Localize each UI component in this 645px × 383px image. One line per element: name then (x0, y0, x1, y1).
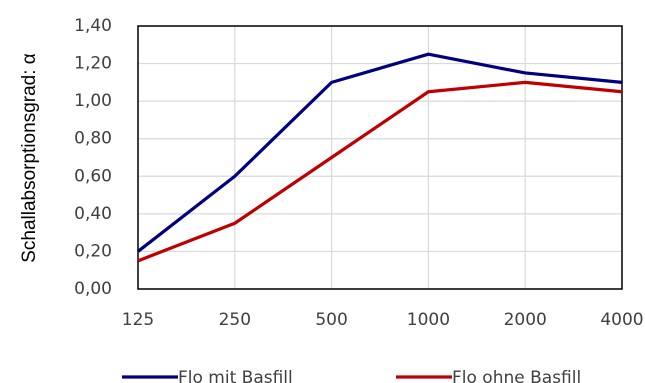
x-tick-label: 2000 (504, 310, 547, 330)
y-tick-label: 1,40 (74, 16, 112, 36)
y-tick-label: 0,80 (74, 129, 112, 149)
series-lines (137, 52, 623, 263)
y-axis-label: Schallabsorptionsgrad: α (19, 53, 40, 263)
y-tick-label: 0,60 (74, 166, 112, 186)
y-tick-label: 0,40 (74, 204, 112, 224)
x-tick-label: 4000 (600, 310, 643, 330)
y-tick-label: 0,20 (74, 241, 112, 261)
series-line-2 (137, 80, 623, 263)
legend-label: Flo mit Basfill (178, 368, 293, 383)
gridlines (137, 25, 623, 290)
series-line-1 (137, 52, 623, 253)
y-axis-ticks: 0,00 0,20 0,40 0,60 0,80 1,00 1,20 1,40 (74, 16, 112, 299)
y-tick-label: 1,20 (74, 54, 112, 74)
x-tick-label: 125 (122, 310, 154, 330)
x-axis-ticks: 125 250 500 1000 2000 4000 (122, 310, 644, 330)
x-tick-label: 1000 (407, 310, 450, 330)
plot-area-frame (137, 25, 623, 290)
x-tick-label: 500 (315, 310, 347, 330)
legend: Flo mit Basfill Flo ohne Basfill (122, 368, 581, 383)
legend-label: Flo ohne Basfill (452, 368, 581, 383)
x-tick-label: 250 (219, 310, 251, 330)
y-tick-label: 0,00 (74, 279, 112, 299)
y-tick-label: 1,00 (74, 91, 112, 111)
